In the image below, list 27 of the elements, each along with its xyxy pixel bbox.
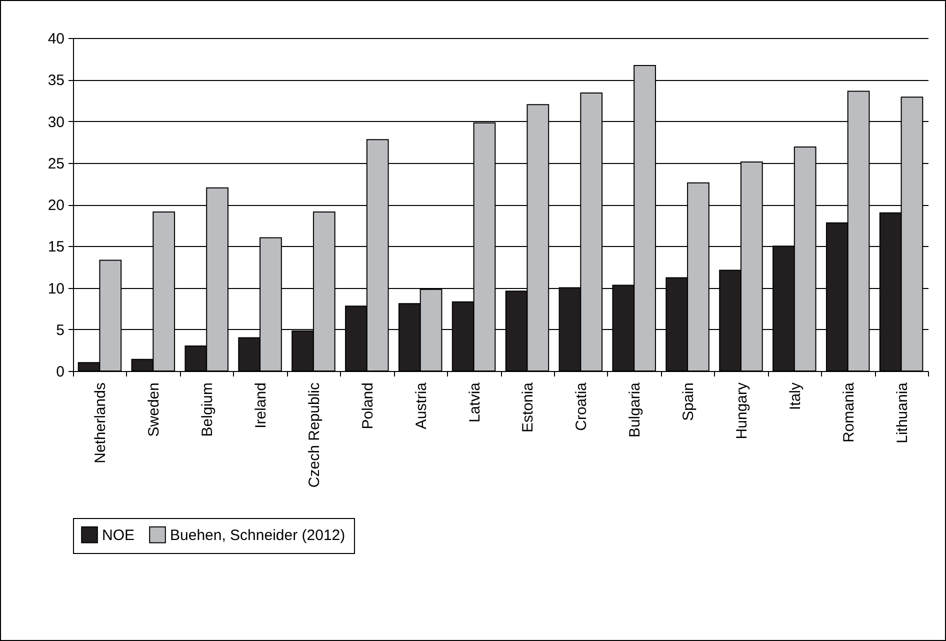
legend-label: Buehen, Schneider (2012) bbox=[170, 526, 346, 544]
y-tick-label: 5 bbox=[56, 322, 64, 339]
x-tick-label: Austria bbox=[412, 382, 430, 430]
y-tick-label: 0 bbox=[56, 364, 64, 380]
x-tick-label: Belgium bbox=[199, 382, 216, 437]
x-tick-label: Lithuania bbox=[894, 382, 911, 444]
x-tick-label: Ireland bbox=[252, 382, 270, 428]
y-tick-label: 30 bbox=[48, 114, 64, 131]
x-tick-label: Bulgaria bbox=[626, 382, 644, 438]
x-tick-label: Spain bbox=[680, 382, 698, 421]
y-tick-label: 10 bbox=[48, 280, 64, 298]
y-tick-label: 40 bbox=[48, 30, 64, 48]
y-tick-label: 15 bbox=[48, 238, 64, 256]
x-tick-label: Latvia bbox=[466, 382, 484, 423]
x-tick-label: Netherlands bbox=[92, 382, 110, 464]
x-tick-label: Romania bbox=[840, 382, 858, 443]
x-tick-label: Hungary bbox=[733, 382, 750, 440]
legend-label: NOE bbox=[102, 526, 135, 544]
x-tick-label: Italy bbox=[786, 382, 804, 410]
x-tick-label: Estonia bbox=[520, 382, 537, 433]
x-tick-label: Croatia bbox=[573, 382, 590, 431]
y-tick-label: 20 bbox=[48, 197, 64, 214]
x-tick-label: Sweden bbox=[146, 382, 163, 437]
y-tick-label: 25 bbox=[48, 155, 64, 172]
y-tick-label: 35 bbox=[48, 72, 64, 90]
x-tick-label: Poland bbox=[359, 382, 376, 430]
x-tick-label: Czech Republic bbox=[306, 382, 323, 488]
